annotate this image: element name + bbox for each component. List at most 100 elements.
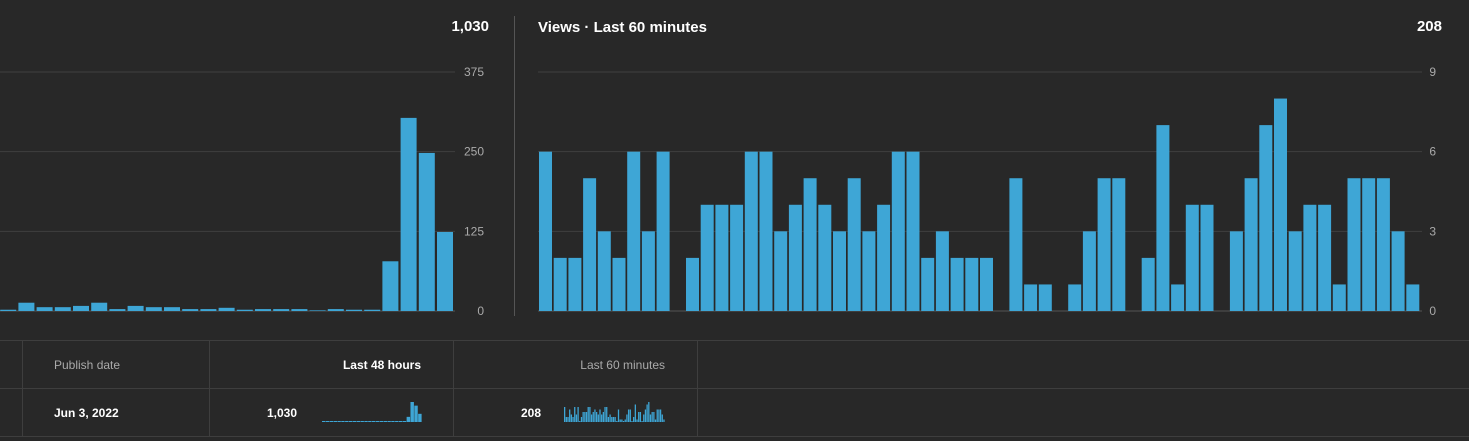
spark-bar	[661, 414, 663, 422]
spark-bar	[569, 409, 571, 422]
spark-bar	[587, 407, 589, 422]
spark-bar	[379, 421, 384, 422]
spark-bar	[406, 416, 411, 422]
bar	[627, 151, 641, 311]
bar	[1347, 178, 1361, 311]
y-tick-label: 125	[464, 224, 484, 238]
bar	[568, 257, 582, 311]
spark-bar	[622, 421, 625, 422]
bar	[1274, 98, 1287, 311]
spark-bar	[410, 402, 414, 422]
spark-bar	[616, 421, 618, 422]
y-tick-label: 6	[1429, 145, 1436, 159]
bar	[1009, 178, 1023, 311]
last-48-hours-value: 1,030	[266, 406, 297, 420]
spark-bar	[641, 421, 643, 422]
bar	[327, 309, 344, 311]
spark-bar	[648, 402, 650, 422]
views-60min-chart: 0 3 6 9	[538, 65, 1436, 318]
spark-bar	[360, 421, 364, 422]
bar	[1097, 178, 1111, 311]
last-60-minutes-sparkline	[564, 402, 665, 422]
analytics-chart-area: 1,030 0 125 250 375 Views · Last 60 minutes…	[0, 0, 1469, 340]
column-header-last-48-hours[interactable]: Last 48 hours	[342, 358, 421, 372]
bar	[700, 204, 714, 311]
column-header-last-60-minutes[interactable]: Last 60 minutes	[580, 358, 665, 372]
spark-bar	[575, 414, 578, 422]
spark-bar	[402, 421, 407, 422]
spark-bar	[345, 421, 349, 422]
spark-bar	[590, 414, 593, 422]
bar	[73, 305, 89, 311]
bar	[1068, 284, 1082, 311]
spark-bar	[570, 414, 573, 422]
bar	[164, 307, 180, 311]
spark-bar	[567, 417, 569, 422]
spark-bar	[372, 421, 376, 422]
table-top-border	[0, 340, 1469, 341]
spark-bar	[614, 417, 616, 422]
table-header-border	[0, 388, 1469, 389]
spark-bar	[629, 409, 631, 422]
bar	[1332, 284, 1346, 311]
bar	[1303, 204, 1317, 311]
spark-bar	[341, 421, 345, 422]
bar	[1112, 178, 1126, 311]
spark-bar	[634, 404, 636, 422]
bar	[597, 231, 611, 311]
column-header-publish-date[interactable]: Publish date	[54, 358, 121, 372]
spark-bar	[418, 413, 422, 422]
bar	[774, 231, 788, 311]
bar	[1082, 231, 1096, 311]
bar	[1229, 231, 1243, 311]
publish-date-value: Jun 3, 2022	[54, 406, 119, 420]
spark-bar	[395, 421, 399, 422]
bar	[686, 257, 699, 311]
bar	[309, 310, 326, 311]
spark-bar	[599, 409, 601, 422]
spark-bar	[654, 419, 657, 422]
bar	[788, 204, 802, 311]
spark-bar	[607, 417, 610, 422]
spark-bar	[627, 409, 630, 422]
bar	[1038, 284, 1052, 311]
bar	[730, 204, 744, 311]
bar	[1200, 204, 1214, 311]
bar	[1185, 204, 1199, 311]
spark-bar	[611, 417, 613, 422]
views-60min-panel: Views · Last 60 minutes 208 0 3 6 9	[515, 0, 1469, 340]
spark-bar	[612, 417, 615, 422]
bar	[744, 151, 758, 311]
spark-bar	[592, 412, 594, 422]
spark-bar	[606, 407, 608, 422]
spark-bar	[565, 417, 567, 422]
spark-bar	[391, 421, 395, 422]
spark-bar	[577, 407, 579, 422]
bar	[1259, 125, 1273, 311]
bar	[1244, 178, 1258, 311]
bar	[91, 302, 108, 311]
spark-bar	[663, 419, 665, 422]
last-60-minutes-value: 208	[520, 406, 541, 420]
spark-bar	[564, 407, 566, 422]
spark-bar	[387, 421, 391, 422]
spark-bar	[619, 419, 621, 422]
spark-bar	[656, 409, 658, 422]
realtime-table: Publish date Last 48 hours Last 60 minut…	[0, 340, 1469, 441]
spark-bar	[597, 414, 599, 422]
bar	[1141, 257, 1155, 311]
total-views-60min: 208	[1416, 18, 1442, 35]
bar	[273, 309, 290, 311]
spark-bar	[604, 407, 606, 422]
spark-bar	[589, 407, 591, 422]
spark-bar	[364, 421, 368, 422]
spark-bar	[636, 419, 638, 422]
bar	[950, 257, 964, 311]
spark-bar	[333, 421, 337, 422]
spark-bar	[322, 421, 326, 422]
column-separator	[22, 340, 23, 436]
bar	[400, 117, 417, 311]
spark-bar	[602, 412, 604, 422]
bar	[0, 309, 17, 311]
bar	[906, 151, 920, 311]
